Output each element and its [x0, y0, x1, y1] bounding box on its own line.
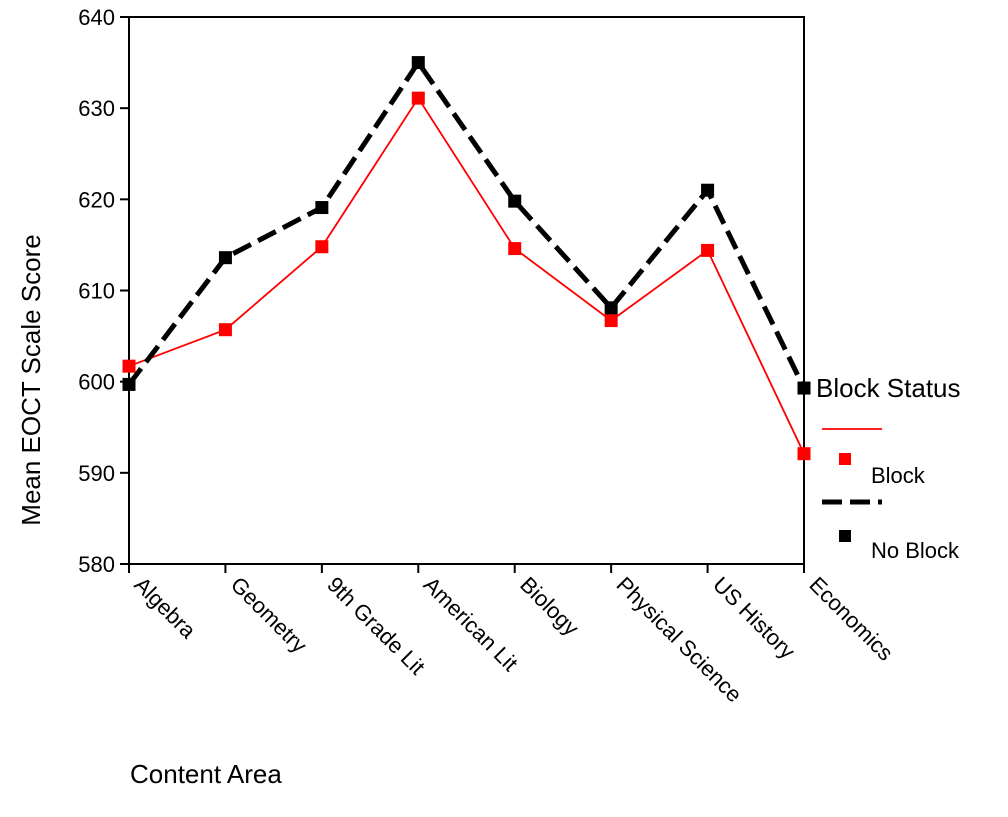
series-line-block [128, 96, 805, 455]
y-tick-label: 630 [78, 96, 115, 121]
data-point-block [315, 240, 329, 254]
x-tick-label: 9th Grade Lit [322, 572, 430, 680]
axes: 580 590 600 610 620 630 640 Algebra Geometry 9th … [78, 5, 898, 707]
series-line-no-block [127, 58, 807, 390]
legend: Block Status Block No Block [816, 373, 961, 563]
data-point-no-block [701, 183, 715, 197]
x-tick-label: Economics [804, 572, 898, 666]
data-point-block [604, 314, 618, 328]
data-point-no-block [218, 251, 232, 265]
data-point-block [122, 359, 136, 373]
data-point-block [701, 243, 715, 257]
x-axis-label: Content Area [130, 759, 282, 789]
plot-frame [128, 16, 805, 565]
x-tick-label: Geometry [226, 572, 312, 658]
data-point-block [411, 91, 425, 105]
data-point-no-block [315, 201, 329, 215]
legend-marker [839, 530, 851, 542]
y-tick-label: 600 [78, 370, 115, 395]
x-tick-label: Biology [515, 572, 584, 641]
y-tick-label: 640 [78, 5, 115, 30]
y-tick-label: 580 [78, 552, 115, 577]
y-tick-label: 610 [78, 279, 115, 304]
legend-label: Block [871, 463, 926, 488]
legend-label: No Block [871, 538, 960, 563]
series-layer [122, 56, 811, 461]
y-tick-label: 620 [78, 187, 115, 212]
y-axis-label: Mean EOCT Scale Score [16, 234, 46, 525]
y-tick-label: 590 [78, 461, 115, 486]
data-point-no-block [508, 194, 522, 208]
legend-title: Block Status [816, 373, 961, 403]
data-point-no-block [797, 381, 811, 395]
data-point-no-block [122, 377, 136, 391]
legend-marker [839, 453, 851, 465]
data-point-block [218, 323, 232, 337]
x-tick-label: US History [708, 572, 800, 664]
x-tick-label: Algebra [129, 572, 201, 644]
data-point-no-block [604, 301, 618, 315]
x-tick-label: American Lit [419, 572, 523, 676]
data-point-no-block [411, 56, 425, 70]
data-point-block [797, 447, 811, 461]
data-point-block [508, 242, 522, 256]
